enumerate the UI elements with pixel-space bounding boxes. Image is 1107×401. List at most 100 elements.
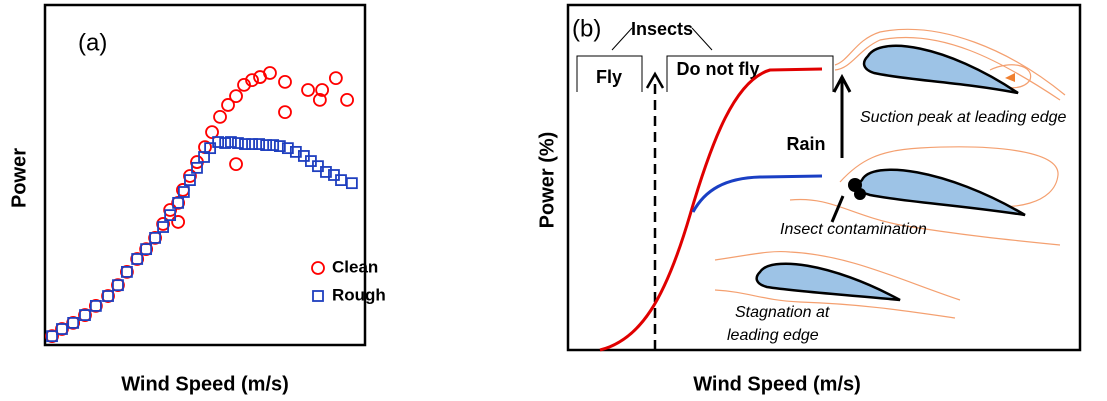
- marker: [340, 92, 354, 107]
- flow-arrow: [1005, 73, 1015, 82]
- marker: [56, 323, 68, 335]
- marker: [148, 230, 162, 245]
- airfoil: [755, 262, 901, 302]
- marker: [212, 136, 225, 148]
- panel-label: (a): [78, 29, 107, 56]
- plot-frame: [43, 3, 367, 347]
- marker: [320, 166, 332, 178]
- marker: [198, 151, 210, 163]
- insects-label: Insects: [631, 19, 693, 39]
- marker: [67, 316, 80, 329]
- marker: [278, 105, 292, 119]
- scatter-area: Clean Rough: [45, 66, 386, 344]
- contamination-arrow: [830, 195, 845, 223]
- marker: [140, 243, 153, 256]
- marker: [246, 138, 258, 150]
- marker: [312, 92, 327, 107]
- stagnation-label: Stagnation at: [735, 304, 830, 321]
- recirculation: [839, 146, 1059, 208]
- marker: [213, 109, 227, 124]
- marker: [204, 142, 217, 155]
- marker: [205, 125, 219, 140]
- diagram-frame: [566, 3, 1082, 352]
- marker: [88, 298, 103, 313]
- insect-debris: [854, 188, 866, 200]
- marker: [245, 73, 259, 88]
- rain-label: Rain: [786, 134, 825, 154]
- marker: [232, 137, 244, 149]
- marker: [221, 98, 235, 112]
- contamination-label: Insect contamination: [780, 221, 927, 238]
- marker: [112, 279, 124, 292]
- marker: [260, 139, 273, 151]
- no-fly-bracket: [666, 55, 834, 92]
- marker: [183, 169, 197, 183]
- no-fly-label: Do not fly: [677, 59, 760, 79]
- marker: [131, 253, 144, 265]
- panel-label: (b): [572, 15, 601, 42]
- marker: [149, 231, 161, 244]
- marker: [121, 265, 133, 278]
- marker: [102, 290, 114, 302]
- fly-label: Fly: [596, 67, 622, 87]
- x-axis-label: Wind Speed (m/s): [693, 373, 861, 395]
- marker: [79, 309, 91, 321]
- marker: [111, 278, 125, 293]
- marker: [345, 177, 358, 190]
- marker: [335, 174, 347, 187]
- flow-line: [834, 36, 1061, 101]
- airfoil: [862, 44, 1019, 95]
- rough-curve: [691, 174, 823, 213]
- marker: [184, 174, 196, 187]
- marker: [278, 74, 292, 89]
- legend-label: Rough: [332, 285, 386, 304]
- y-axis-label: Power (%): [536, 132, 558, 229]
- insects-leaders: [611, 27, 713, 51]
- legend-marker: [311, 261, 325, 275]
- marker: [253, 138, 265, 150]
- marker: [139, 242, 154, 257]
- clean-curve: [599, 67, 823, 352]
- x-axis-label: Wind Speed (m/s): [121, 373, 289, 395]
- marker: [55, 322, 69, 336]
- marker: [101, 289, 115, 303]
- legend-marker: [312, 290, 324, 302]
- marker: [281, 142, 294, 155]
- flow-line: [834, 28, 1066, 96]
- fly-bracket: [576, 55, 643, 92]
- marker: [273, 140, 286, 153]
- stagnation-label: leading edge: [727, 327, 819, 344]
- marker: [328, 71, 343, 85]
- marker: [66, 315, 81, 330]
- marker: [89, 299, 102, 312]
- marker: [191, 161, 203, 174]
- marker: [78, 308, 92, 322]
- diagram: (b) Wind Speed (m/s) Power (%) Insects F…: [536, 3, 1082, 395]
- marker: [315, 83, 330, 97]
- flow-line: [714, 250, 961, 301]
- marker: [229, 157, 243, 172]
- marker: [45, 329, 59, 344]
- marker: [289, 145, 302, 158]
- marker: [263, 66, 277, 80]
- y-axis-label: Power: [8, 148, 30, 208]
- arrow-head: [832, 73, 852, 93]
- marker: [225, 136, 237, 148]
- marker: [301, 83, 315, 97]
- legend-label: Clean: [332, 257, 378, 276]
- flow-line: [789, 198, 1061, 246]
- marker: [46, 330, 58, 343]
- suction-label: Suction peak at leading edge: [860, 109, 1066, 126]
- flow-line: [714, 289, 956, 319]
- marker: [130, 252, 145, 266]
- marker: [157, 221, 169, 233]
- marker: [120, 264, 134, 279]
- marker: [267, 139, 280, 151]
- marker: [177, 186, 190, 198]
- marker: [172, 196, 185, 209]
- marker: [163, 203, 178, 217]
- airfoil: [857, 168, 1026, 217]
- arrow-head: [645, 71, 665, 89]
- marker: [229, 89, 243, 104]
